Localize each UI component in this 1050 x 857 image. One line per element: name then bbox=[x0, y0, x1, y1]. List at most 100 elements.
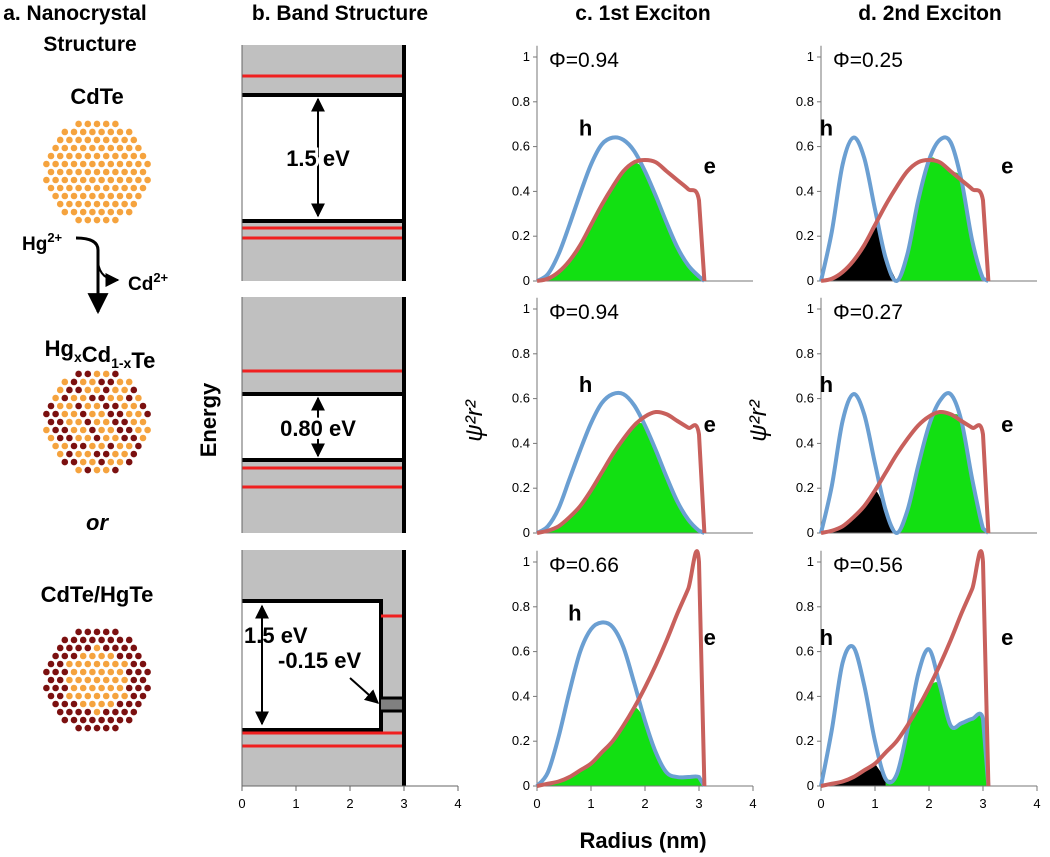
wavefunction-line bbox=[535, 620, 707, 788]
atom bbox=[112, 692, 119, 700]
y-tick-label: 0.8 bbox=[512, 94, 530, 109]
atom bbox=[93, 708, 101, 716]
atom bbox=[93, 386, 101, 394]
phi-label: Φ=0.94 bbox=[549, 301, 619, 324]
overlap-area bbox=[821, 224, 897, 281]
atom bbox=[98, 652, 105, 660]
atom bbox=[144, 410, 151, 418]
atom bbox=[112, 370, 119, 378]
atom bbox=[70, 410, 78, 418]
atom bbox=[125, 700, 133, 708]
wavefunction-line bbox=[535, 390, 706, 535]
wavefunction-line bbox=[820, 158, 991, 283]
atom bbox=[102, 402, 110, 410]
atom bbox=[116, 144, 124, 152]
atom bbox=[125, 636, 133, 644]
atom bbox=[75, 168, 82, 176]
atom bbox=[98, 410, 105, 418]
atom bbox=[93, 434, 101, 442]
overlap-area bbox=[537, 707, 705, 786]
atom bbox=[107, 684, 115, 692]
atom bbox=[66, 136, 73, 144]
atom bbox=[89, 176, 96, 184]
atom bbox=[112, 200, 119, 208]
atom bbox=[70, 442, 78, 450]
atom bbox=[112, 660, 119, 668]
band bbox=[242, 45, 404, 95]
overlap-area bbox=[537, 162, 705, 281]
y-tick-label: 0.6 bbox=[796, 391, 814, 406]
atom bbox=[130, 168, 138, 176]
atom bbox=[139, 660, 147, 668]
atom bbox=[75, 660, 82, 668]
crystal-label: HgxCd1-xTe bbox=[45, 336, 156, 373]
x-tick-label: 1 bbox=[871, 796, 878, 811]
atom bbox=[121, 152, 128, 160]
atom bbox=[98, 700, 105, 708]
ion-base: Hg bbox=[22, 234, 47, 255]
atom bbox=[112, 168, 119, 176]
ion-charge: 2+ bbox=[153, 270, 168, 285]
atom bbox=[121, 660, 128, 668]
atom bbox=[61, 160, 69, 168]
atom bbox=[112, 450, 119, 458]
atom bbox=[107, 378, 115, 386]
x-tick-label: 3 bbox=[400, 796, 407, 811]
atom bbox=[102, 418, 110, 426]
y-tick-label: 0.2 bbox=[512, 733, 530, 748]
atom bbox=[43, 668, 50, 676]
y-tick-label: 0 bbox=[807, 273, 814, 288]
atom bbox=[130, 692, 138, 700]
phi-label: Φ=0.66 bbox=[549, 554, 619, 577]
atom bbox=[84, 660, 92, 668]
atom bbox=[125, 442, 133, 450]
atom bbox=[130, 644, 138, 652]
atom bbox=[89, 636, 96, 644]
atom bbox=[66, 200, 73, 208]
atom bbox=[121, 168, 128, 176]
atom bbox=[112, 152, 119, 160]
atom bbox=[116, 192, 124, 200]
atom bbox=[56, 434, 64, 442]
atom bbox=[116, 668, 124, 676]
atom bbox=[107, 176, 115, 184]
atom bbox=[70, 176, 78, 184]
atom bbox=[75, 120, 82, 128]
atom bbox=[107, 442, 115, 450]
formula-sub: 1-x bbox=[111, 355, 131, 371]
atom bbox=[70, 394, 78, 402]
atom bbox=[75, 370, 82, 378]
atom bbox=[89, 426, 96, 434]
y-tick-label: 0.4 bbox=[512, 688, 530, 703]
atom bbox=[56, 386, 64, 394]
atom bbox=[102, 708, 110, 716]
atom bbox=[93, 184, 101, 192]
atom bbox=[144, 176, 151, 184]
series-label: h bbox=[579, 372, 592, 397]
atom bbox=[61, 636, 69, 644]
atom bbox=[130, 660, 138, 668]
phi-label: Φ=0.56 bbox=[833, 554, 903, 577]
atom bbox=[43, 426, 50, 434]
wavefunction-line bbox=[819, 644, 991, 787]
atom bbox=[107, 426, 115, 434]
atom bbox=[89, 208, 96, 216]
atom bbox=[70, 426, 78, 434]
atom bbox=[102, 216, 110, 224]
atom bbox=[130, 676, 138, 684]
atom bbox=[139, 434, 147, 442]
atom bbox=[75, 644, 82, 652]
atom bbox=[116, 684, 124, 692]
atom bbox=[43, 160, 50, 168]
atom bbox=[144, 426, 151, 434]
series-label: e bbox=[1001, 153, 1013, 178]
atom bbox=[139, 402, 147, 410]
y-tick-label: 0.8 bbox=[796, 346, 814, 361]
atom bbox=[66, 660, 73, 668]
series-label: e bbox=[704, 412, 716, 437]
atom bbox=[121, 402, 128, 410]
atom bbox=[125, 410, 133, 418]
atom bbox=[93, 136, 101, 144]
atom bbox=[89, 716, 96, 724]
crystal-label: CdTe bbox=[70, 84, 123, 109]
